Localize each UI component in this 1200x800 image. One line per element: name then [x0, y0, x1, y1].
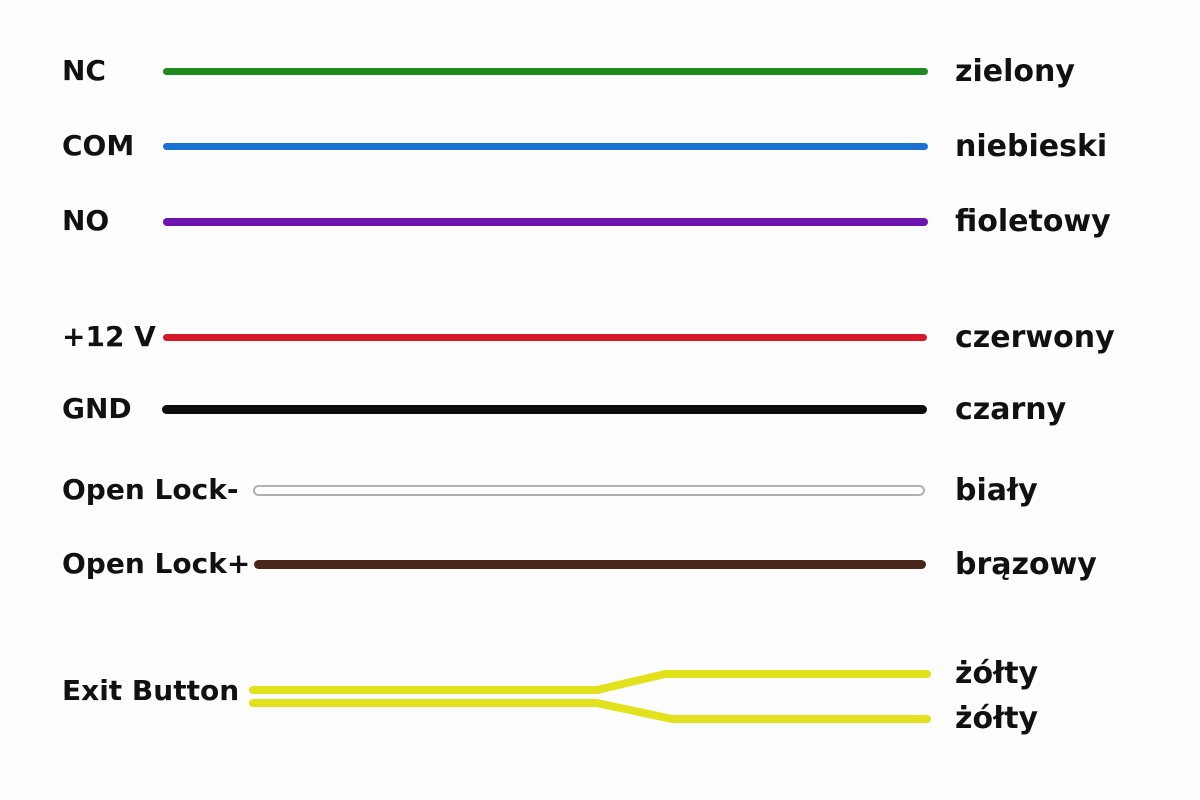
pin-label-no: NO — [62, 203, 110, 237]
wire-purple — [163, 218, 928, 226]
color-label-czerwony: czerwony — [955, 319, 1115, 355]
color-label-niebieski: niebieski — [955, 128, 1108, 164]
wire-white — [253, 485, 925, 496]
color-label-brazowy: brązowy — [955, 546, 1097, 582]
pin-label-12v: +12 V — [62, 319, 156, 353]
wire-green — [163, 68, 928, 75]
color-label-bialy: biały — [955, 472, 1038, 508]
exit-button-wire-bottom — [249, 699, 931, 723]
wire-brown — [254, 560, 926, 569]
wire-black — [162, 405, 927, 414]
exit-button-wire-top — [249, 670, 931, 694]
pin-label-nc: NC — [62, 53, 106, 87]
pin-label-exit-button: Exit Button — [62, 673, 240, 707]
color-label-zielony: zielony — [955, 53, 1075, 89]
wire-red — [163, 334, 927, 341]
color-label-czarny: czarny — [955, 391, 1067, 427]
pin-label-gnd: GND — [62, 391, 132, 425]
pin-label-open-lock-plus: Open Lock+ — [62, 546, 251, 580]
pin-label-open-lock-minus: Open Lock- — [62, 472, 239, 506]
wire-blue — [163, 143, 928, 150]
color-label-zolty-top: żółty — [955, 655, 1039, 691]
pin-label-com: COM — [62, 128, 135, 162]
color-label-zolty-bottom: żółty — [955, 700, 1039, 736]
color-label-fioletowy: fioletowy — [955, 203, 1111, 239]
